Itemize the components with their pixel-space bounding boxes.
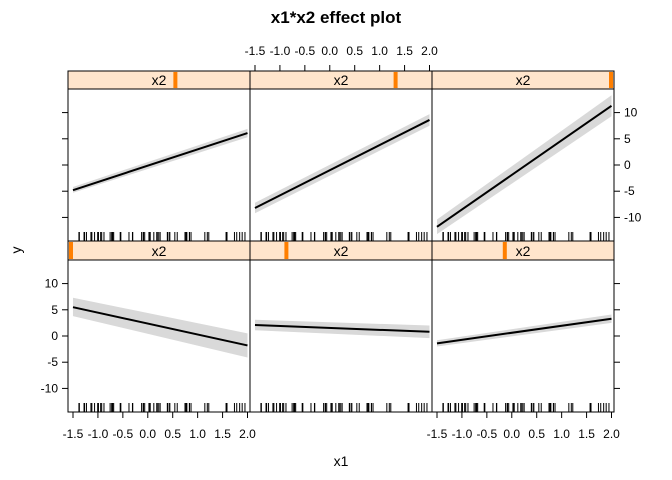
confidence-band: [72, 297, 248, 358]
x-tick-label: 0.0: [321, 44, 338, 58]
y-axis-right: -10 -5 0 5 10: [62, 106, 642, 224]
x-tick-label: 2.0: [421, 44, 438, 58]
y-tick-label: 10: [624, 106, 638, 120]
strip-label: x2: [152, 243, 167, 259]
x-tick-label: 1.5: [578, 427, 595, 441]
rug: [78, 403, 246, 412]
x-tick-label: -1.0: [270, 44, 291, 58]
chart-title: x1*x2 effect plot: [271, 8, 402, 27]
x-axis-col-1: -1.5 -1.0 -0.5 0.0 0.5 1.0 1.5 2.0: [63, 412, 256, 441]
y-tick-label: -10: [41, 381, 59, 395]
rug: [260, 403, 428, 412]
panel-bottom-2: x2: [249, 240, 433, 413]
x2-level-marker: [284, 242, 289, 259]
x-tick-label: 0.5: [164, 427, 181, 441]
x-axis-title: x1: [334, 453, 349, 469]
effect-line: [254, 119, 430, 209]
strip-label: x2: [334, 243, 349, 259]
x-tick-label: 2.0: [603, 427, 620, 441]
x-tick-label: 0.5: [528, 427, 545, 441]
x-tick-label: -1.5: [63, 427, 84, 441]
rug: [442, 232, 610, 241]
panel-bottom-1: x2: [67, 240, 251, 413]
strip-background: [431, 70, 615, 90]
x2-level-marker: [393, 72, 398, 88]
strip-label: x2: [516, 243, 531, 259]
effect-line: [254, 323, 430, 333]
y-tick-label: 5: [51, 303, 58, 317]
panel-bottom-3: x2: [431, 240, 615, 413]
x-tick-label: -0.5: [477, 427, 498, 441]
x2-level-marker: [69, 242, 73, 259]
y-tick-label: -5: [624, 184, 635, 198]
y-tick-label: -5: [47, 355, 58, 369]
x-tick-label: 0.0: [503, 427, 520, 441]
x-tick-label: 1.5: [396, 44, 413, 58]
x2-level-marker: [173, 72, 178, 88]
rug: [78, 232, 246, 241]
x-tick-label: 1.0: [553, 427, 570, 441]
x-tick-label: 0.0: [139, 427, 156, 441]
strip-label: x2: [334, 72, 349, 88]
y-tick-label: 5: [624, 132, 631, 146]
strip-label: x2: [152, 72, 167, 88]
x-tick-label: 1.0: [371, 44, 388, 58]
confidence-band: [436, 95, 612, 235]
panel-border: [431, 259, 615, 413]
x-tick-label: -1.0: [88, 427, 109, 441]
y-tick-label: 0: [51, 329, 58, 343]
x2-level-marker: [609, 72, 613, 88]
x-tick-label: -0.5: [113, 427, 134, 441]
panel-top-3: x2: [431, 70, 615, 242]
x-tick-label: -1.5: [245, 44, 266, 58]
effect-line: [72, 132, 248, 192]
x-tick-label: 1.5: [214, 427, 231, 441]
x-tick-label: 1.0: [189, 427, 206, 441]
strip-label: x2: [516, 72, 531, 88]
x-axis-col-3: -1.5 -1.0 -0.5 0.0 0.5 1.0 1.5 2.0: [427, 412, 620, 441]
y-tick-label: 0: [624, 158, 631, 172]
effect-line: [436, 317, 612, 345]
x-tick-label: 0.5: [346, 44, 363, 58]
x-tick-label: 2.0: [239, 427, 256, 441]
rug: [260, 232, 428, 241]
x-tick-label: -1.0: [452, 427, 473, 441]
x-tick-label: -0.5: [295, 44, 316, 58]
x2-level-marker: [502, 242, 507, 259]
x-axis-col-2: -1.5 -1.0 -0.5 0.0 0.5 1.0 1.5 2.0: [245, 44, 438, 71]
strip-background: [431, 240, 615, 261]
panel-top-1: x2: [67, 70, 251, 242]
x-tick-label: -1.5: [427, 427, 448, 441]
effect-line: [436, 104, 613, 228]
effect-line: [72, 306, 248, 347]
y-tick-label: 10: [45, 277, 59, 291]
y-axis-left: -10 -5 0 5 10: [41, 277, 620, 395]
y-tick-label: -10: [624, 210, 642, 224]
panel-top-2: x2: [249, 70, 433, 242]
rug: [442, 403, 610, 412]
y-axis-title: y: [8, 247, 24, 254]
